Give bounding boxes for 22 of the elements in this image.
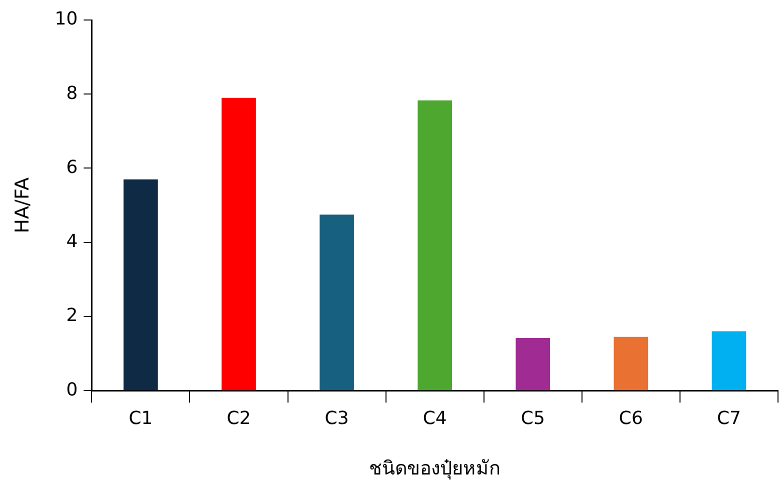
x-tick-label: C2	[226, 408, 251, 430]
bar	[614, 336, 648, 390]
y-tick-label: 2	[66, 305, 78, 326]
bar	[516, 338, 550, 390]
x-axis-title: ชนิดของปุ๋ยหมัก	[368, 458, 501, 481]
y-tick-label: 4	[66, 231, 78, 252]
x-tick-label: C1	[128, 408, 153, 430]
y-tick-label: 10	[54, 8, 78, 30]
y-tick-label: 6	[66, 156, 78, 178]
x-tick-label: C3	[324, 408, 349, 430]
bar	[712, 331, 746, 390]
y-tick-label: 8	[66, 82, 78, 104]
x-tick-label: C7	[716, 408, 741, 430]
x-tick-label: C5	[520, 408, 545, 430]
bar	[320, 214, 354, 390]
y-axis-title: HA/FA	[11, 177, 34, 234]
x-tick-label: C4	[422, 408, 447, 430]
y-tick-label: 0	[66, 379, 78, 400]
bar	[124, 179, 158, 390]
bar	[222, 98, 256, 390]
x-tick-label: C6	[618, 408, 643, 430]
bar	[418, 100, 452, 390]
